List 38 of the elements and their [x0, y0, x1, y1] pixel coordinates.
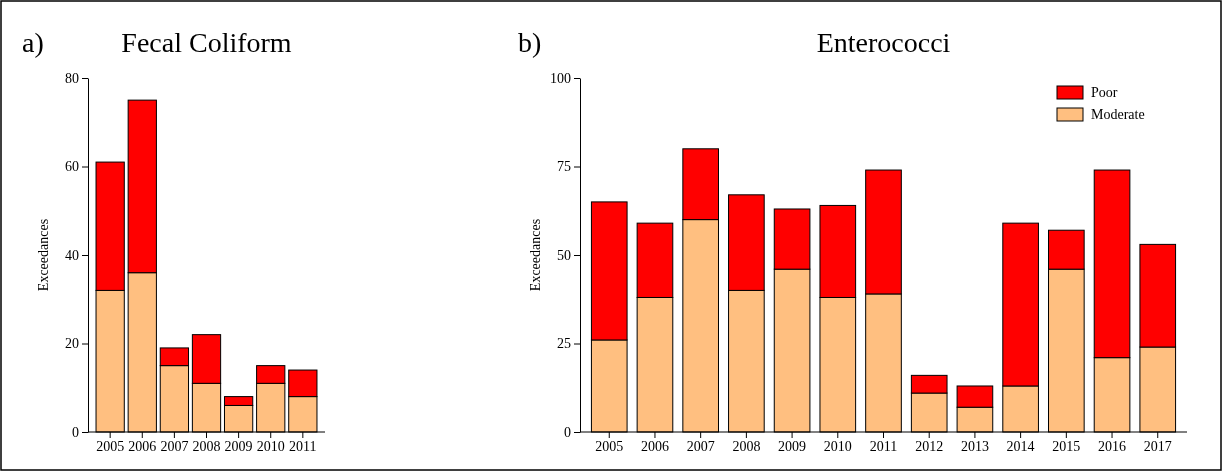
y-axis-title: Exceedances — [528, 218, 543, 292]
x-tick-label: 2008 — [192, 438, 221, 454]
x-tick-label: 2007 — [686, 438, 715, 454]
x-tick-label: 2009 — [224, 438, 253, 454]
text: a) — [22, 27, 44, 58]
x-tick-label: 2008 — [732, 438, 761, 454]
x-tick-label: 2015 — [1052, 438, 1081, 454]
y-tick-label: 40 — [65, 247, 79, 263]
y-tick-label: 0 — [72, 424, 79, 440]
x-tick-label: 2009 — [778, 438, 807, 454]
y-tick-label: 20 — [65, 336, 79, 352]
x-tick-label: 2010 — [823, 438, 852, 454]
y-tick-label: 25 — [557, 336, 571, 352]
x-tick-label: 2016 — [1098, 438, 1127, 454]
y-tick-label: 75 — [557, 159, 571, 175]
x-tick-label: 2013 — [960, 438, 989, 454]
y-tick-label: 80 — [65, 70, 79, 86]
x-tick-label: 2006 — [128, 438, 157, 454]
x-tick-label: 2014 — [1006, 438, 1035, 454]
y-tick-label: 0 — [564, 424, 571, 440]
x-tick-label: 2007 — [160, 438, 189, 454]
x-tick-label: 2010 — [256, 438, 285, 454]
y-axis-title: Exceedances — [36, 218, 51, 292]
x-tick-label: 2006 — [640, 438, 669, 454]
chart-title: Enterococci — [816, 27, 951, 58]
y-tick-label: 60 — [65, 159, 79, 175]
x-tick-label: 2017 — [1143, 438, 1172, 454]
text: b) — [518, 27, 542, 58]
x-tick-label: 2011 — [289, 438, 317, 454]
y-tick-label: 50 — [557, 247, 571, 263]
legend-label: Poor — [1091, 85, 1118, 100]
x-tick-label: 2011 — [869, 438, 898, 454]
y-tick-label: 100 — [550, 70, 571, 86]
legend-label: Moderate — [1091, 107, 1145, 122]
x-tick-label: 2005 — [96, 438, 125, 454]
x-tick-label: 2012 — [915, 438, 944, 454]
chart-title: Fecal Coliform — [121, 27, 292, 58]
x-tick-label: 2005 — [595, 438, 624, 454]
